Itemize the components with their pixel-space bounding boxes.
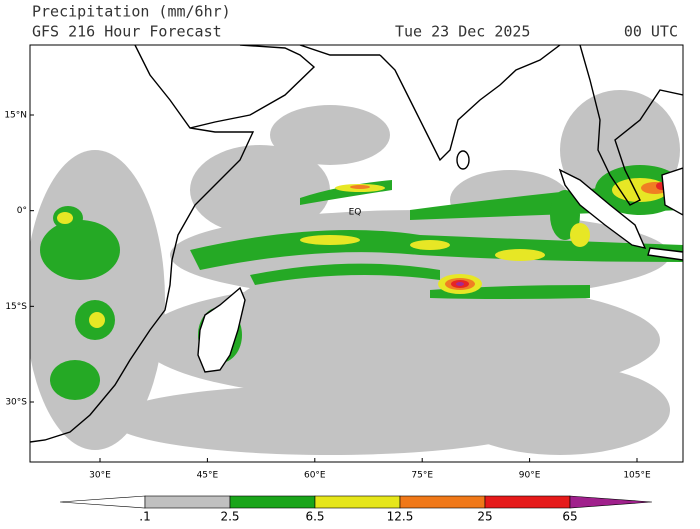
precip-area	[190, 145, 330, 235]
colorbar-label: 2.5	[220, 510, 239, 524]
colorbar-label: 12.5	[387, 510, 414, 524]
precip-area	[495, 249, 545, 261]
colorbar-label: 6.5	[305, 510, 324, 524]
map-area: EQ	[30, 45, 683, 462]
coast-arabia	[189, 45, 316, 129]
equator-label: EQ	[349, 208, 362, 218]
date: Tue 23 Dec 2025	[395, 23, 530, 41]
colorbar-segment	[399, 495, 486, 509]
frame	[29, 44, 684, 463]
colorbar-high	[569, 495, 653, 509]
colorbar-segment	[229, 495, 316, 509]
precip-area	[110, 385, 550, 455]
lat-label: 30°S	[5, 398, 27, 408]
precip-area	[410, 240, 450, 250]
borneo	[661, 167, 683, 216]
lon-label: 60°E	[304, 471, 326, 481]
colorbar-low	[59, 495, 146, 509]
madagascar	[197, 286, 246, 373]
precip-area	[300, 235, 360, 245]
precip-area	[570, 223, 590, 247]
lon-label: 75°E	[411, 471, 433, 481]
lat-label: 15°S	[5, 302, 27, 312]
time: 00 UTC	[624, 23, 678, 41]
precip-area	[225, 280, 335, 380]
lon-label: 90°E	[519, 471, 541, 481]
lat-label: 15°N	[4, 111, 27, 121]
lon-label: 45°E	[197, 471, 219, 481]
precip-area	[250, 263, 440, 285]
coast-persia	[299, 45, 380, 56]
sumatra	[558, 168, 647, 249]
precip-area	[270, 105, 390, 165]
precip-area	[89, 312, 105, 328]
colorbar-label: 25	[477, 510, 492, 524]
precip-area	[350, 185, 370, 189]
coast-africa-arabia	[30, 45, 255, 443]
java	[647, 247, 683, 261]
sri-lanka	[456, 150, 470, 170]
lon-label: 30°E	[89, 471, 111, 481]
lon-label: 105°E	[623, 471, 651, 481]
colorbar-segment	[484, 495, 571, 509]
colorbar-label: .1	[139, 510, 150, 524]
precip-area	[50, 360, 100, 400]
lat-label: 0°	[17, 206, 27, 216]
subtitle: GFS 216 Hour Forecast	[32, 23, 222, 41]
colorbar-segment	[314, 495, 401, 509]
title: Precipitation (mm/6hr)	[32, 3, 231, 21]
precip-area	[40, 220, 120, 280]
precip-area	[450, 365, 670, 455]
coast-se-asia	[579, 45, 683, 206]
coast-india	[379, 45, 561, 162]
colorbar-label: 65	[562, 510, 577, 524]
colorbar: .1 2.5 6.5 12.5 25 65	[59, 495, 653, 524]
precip-area	[456, 282, 464, 286]
colorbar-segment	[144, 495, 231, 509]
precip-area	[57, 212, 73, 224]
